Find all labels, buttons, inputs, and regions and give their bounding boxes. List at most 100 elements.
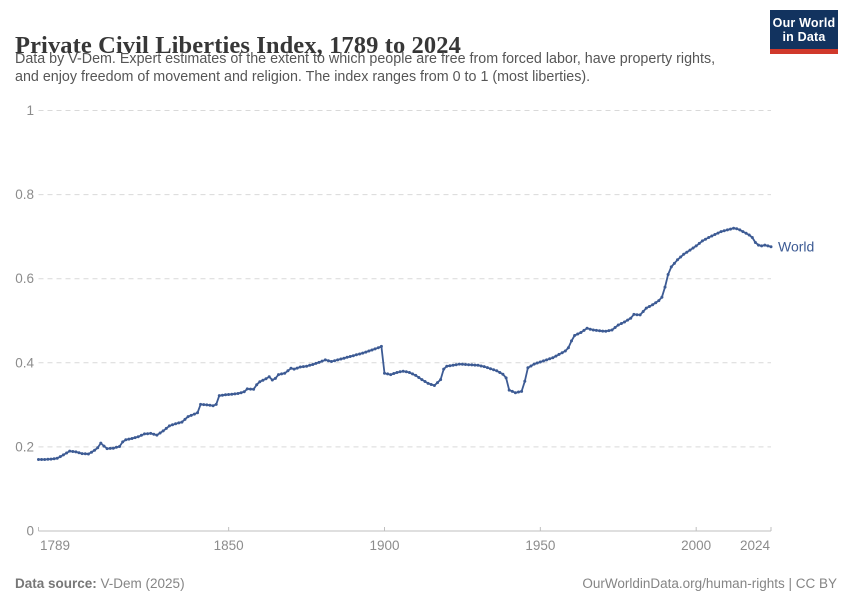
data-point bbox=[448, 364, 452, 368]
data-point bbox=[224, 393, 227, 397]
series-label-world[interactable]: World bbox=[778, 239, 814, 255]
data-point bbox=[245, 387, 249, 391]
page-title: Private Civil Liberties Index, 1789 to 2… bbox=[15, 32, 461, 60]
data-point bbox=[473, 363, 477, 367]
data-point bbox=[432, 384, 436, 387]
data-point bbox=[482, 365, 486, 369]
owid-logo-line-1: Our World bbox=[772, 16, 836, 30]
data-point bbox=[354, 353, 358, 357]
data-point bbox=[339, 357, 343, 361]
data-point bbox=[647, 305, 651, 308]
data-point bbox=[657, 299, 661, 303]
data-point bbox=[118, 445, 121, 448]
data-point bbox=[411, 372, 414, 376]
data-point bbox=[566, 346, 570, 350]
data-point bbox=[152, 432, 156, 436]
data-point bbox=[660, 295, 664, 299]
data-point bbox=[370, 348, 374, 352]
data-point bbox=[407, 371, 411, 374]
data-point bbox=[311, 363, 315, 366]
data-point bbox=[373, 347, 377, 351]
x-axis-tick-label: 1789 bbox=[40, 538, 70, 553]
owid-logo[interactable]: Our World in Data bbox=[770, 10, 838, 54]
data-point bbox=[485, 366, 489, 370]
data-point bbox=[554, 354, 558, 358]
data-point bbox=[314, 361, 318, 365]
data-point bbox=[535, 361, 539, 365]
y-axis-tick-label: 0.6 bbox=[15, 271, 34, 286]
data-point bbox=[105, 447, 109, 451]
data-point bbox=[750, 236, 754, 239]
data-point bbox=[80, 452, 84, 456]
data-point bbox=[507, 388, 511, 392]
y-axis-tick-label: 0.2 bbox=[15, 439, 34, 454]
data-point bbox=[199, 402, 203, 406]
data-point bbox=[501, 372, 505, 376]
data-point bbox=[233, 392, 237, 396]
data-point bbox=[379, 344, 383, 348]
page-subtitle-line-2: and enjoy freedom of movement and religi… bbox=[15, 68, 591, 85]
data-point bbox=[626, 318, 630, 322]
data-point bbox=[267, 375, 271, 379]
data-point bbox=[601, 329, 605, 333]
data-point bbox=[158, 431, 162, 435]
data-point bbox=[529, 364, 533, 368]
data-point bbox=[177, 421, 181, 425]
data-point bbox=[735, 227, 739, 231]
data-point bbox=[445, 364, 449, 368]
data-point bbox=[654, 301, 658, 305]
data-point bbox=[111, 446, 115, 450]
data-point bbox=[171, 423, 174, 427]
data-point bbox=[763, 243, 767, 247]
data-point bbox=[401, 369, 405, 373]
license-label: | CC BY bbox=[784, 575, 837, 591]
data-point bbox=[192, 412, 196, 416]
data-point bbox=[436, 381, 439, 385]
data-point bbox=[725, 228, 729, 232]
data-point bbox=[174, 422, 178, 426]
data-point bbox=[196, 411, 199, 415]
data-point bbox=[220, 393, 224, 397]
data-point bbox=[389, 373, 393, 377]
data-point bbox=[330, 360, 333, 363]
data-point bbox=[591, 328, 595, 332]
data-source-label: Data source: bbox=[15, 575, 97, 591]
data-point bbox=[426, 381, 430, 385]
data-point bbox=[289, 366, 293, 370]
data-point bbox=[252, 387, 256, 391]
owid-url-link[interactable]: OurWorldinData.org/human-rights bbox=[582, 575, 785, 591]
data-point bbox=[417, 376, 421, 379]
data-point bbox=[504, 376, 508, 380]
data-point bbox=[398, 370, 402, 374]
data-point bbox=[186, 415, 190, 419]
data-point bbox=[364, 350, 368, 354]
data-point bbox=[704, 237, 707, 241]
data-point bbox=[323, 358, 327, 362]
data-point bbox=[573, 334, 577, 337]
chart-footer: Data source: V-Dem (2025) OurWorldinData… bbox=[15, 572, 837, 594]
data-point bbox=[666, 273, 670, 276]
data-point bbox=[149, 431, 153, 435]
data-point bbox=[292, 367, 296, 371]
data-point bbox=[348, 355, 352, 358]
data-point bbox=[121, 440, 125, 444]
data-point bbox=[52, 457, 56, 461]
data-point bbox=[464, 363, 467, 366]
data-point bbox=[108, 446, 112, 450]
data-point bbox=[557, 352, 561, 356]
data-point bbox=[143, 432, 146, 436]
x-axis-tick-label: 1950 bbox=[525, 538, 555, 553]
data-point bbox=[211, 404, 215, 408]
data-point bbox=[139, 433, 143, 437]
page-subtitle-line-1: Data by V-Dem. Expert estimates of the e… bbox=[15, 51, 716, 67]
data-point bbox=[585, 326, 589, 330]
data-point bbox=[510, 389, 514, 393]
data-point bbox=[513, 391, 517, 395]
data-point bbox=[439, 378, 443, 382]
data-point bbox=[492, 368, 496, 372]
data-point bbox=[58, 455, 62, 459]
data-point bbox=[136, 435, 140, 439]
data-point bbox=[623, 320, 626, 324]
world-line bbox=[38, 227, 772, 461]
